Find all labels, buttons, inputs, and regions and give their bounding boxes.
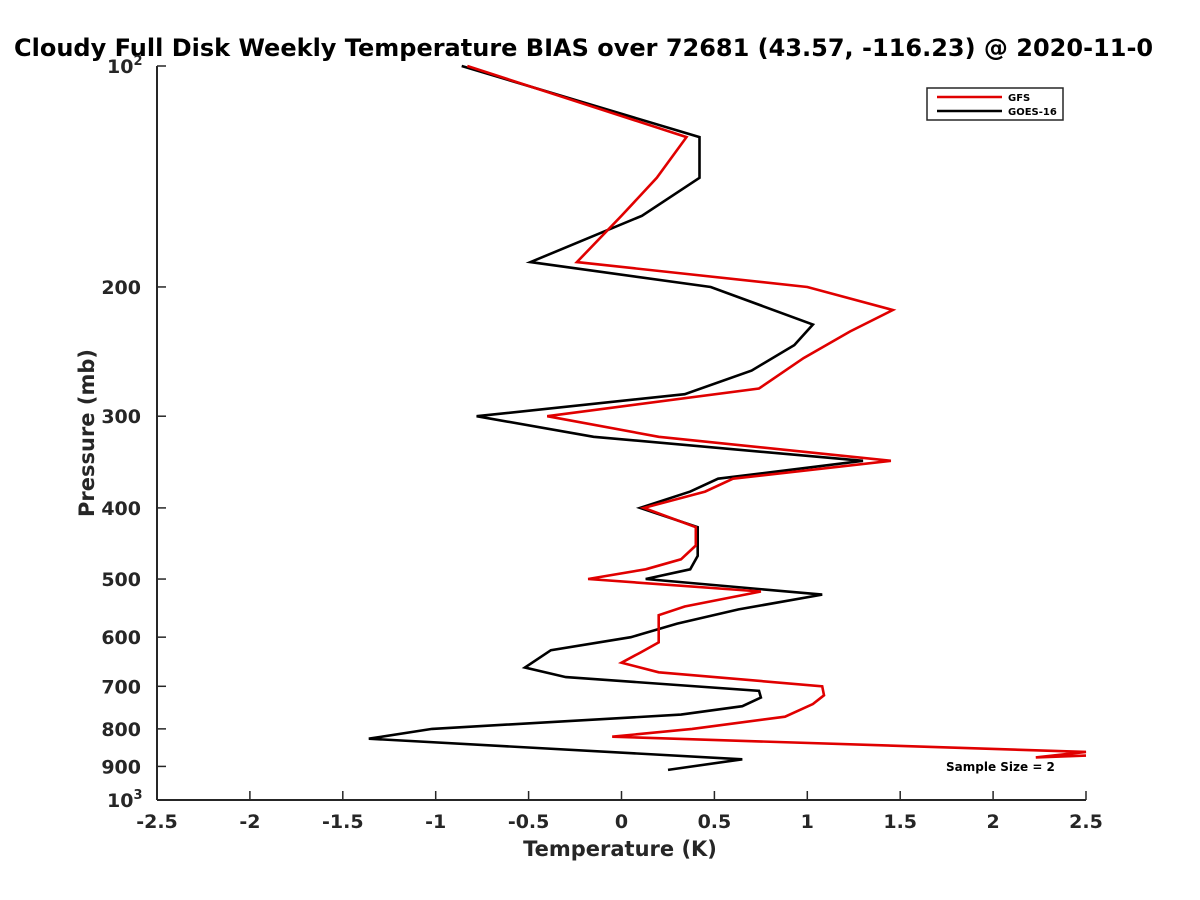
legend-label-goes16: GOES-16 bbox=[1008, 107, 1057, 118]
x-tick-label: 0.5 bbox=[698, 811, 732, 833]
x-tick-label: 2.5 bbox=[1069, 811, 1103, 833]
x-axis-label: Temperature (K) bbox=[523, 837, 717, 861]
y-tick-label: 500 bbox=[101, 569, 141, 591]
legend: GFS GOES-16 bbox=[926, 87, 1064, 121]
series-line-gfs bbox=[466, 64, 1087, 759]
x-tick-label: -2.5 bbox=[136, 811, 178, 833]
y-tick-label: 102 bbox=[107, 54, 143, 78]
sample-size-annotation: Sample Size = 2 bbox=[946, 760, 1055, 774]
y-axis-label: Pressure (mb) bbox=[75, 349, 99, 517]
x-tick-label: -1 bbox=[425, 811, 446, 833]
y-tick-label: 700 bbox=[101, 676, 141, 698]
x-tick-label: -0.5 bbox=[508, 811, 550, 833]
y-tick-label: 400 bbox=[101, 498, 141, 520]
x-tick-label: -2 bbox=[239, 811, 260, 833]
y-tick-label: 900 bbox=[101, 756, 141, 778]
x-tick-label: -1.5 bbox=[322, 811, 364, 833]
legend-label-gfs: GFS bbox=[1008, 93, 1030, 104]
chart-title: Cloudy Full Disk Weekly Temperature BIAS… bbox=[14, 34, 1153, 62]
y-tick-label: 200 bbox=[101, 277, 141, 299]
y-tick-label: 300 bbox=[101, 406, 141, 428]
x-tick-label: 1.5 bbox=[883, 811, 917, 833]
x-tick-label: 1 bbox=[801, 811, 814, 833]
y-tick-label: 103 bbox=[107, 788, 143, 812]
y-axis-ticks: 102 200 300 400 500 600 700 800 900 103 bbox=[101, 54, 166, 812]
y-tick-label: 600 bbox=[101, 627, 141, 649]
x-tick-label: 0 bbox=[615, 811, 628, 833]
plot-area: -2.5 -2 -1.5 -1 -0.5 0 0.5 1 1.5 2 2.5 102 200 300 40… bbox=[101, 54, 1103, 833]
legend-box bbox=[926, 87, 1064, 121]
y-tick-label: 800 bbox=[101, 719, 141, 741]
x-tick-label: 2 bbox=[986, 811, 999, 833]
series-lines bbox=[368, 64, 1087, 772]
series-line-goes16 bbox=[368, 64, 864, 772]
x-axis-ticks: -2.5 -2 -1.5 -1 -0.5 0 0.5 1 1.5 2 2.5 bbox=[136, 791, 1103, 833]
